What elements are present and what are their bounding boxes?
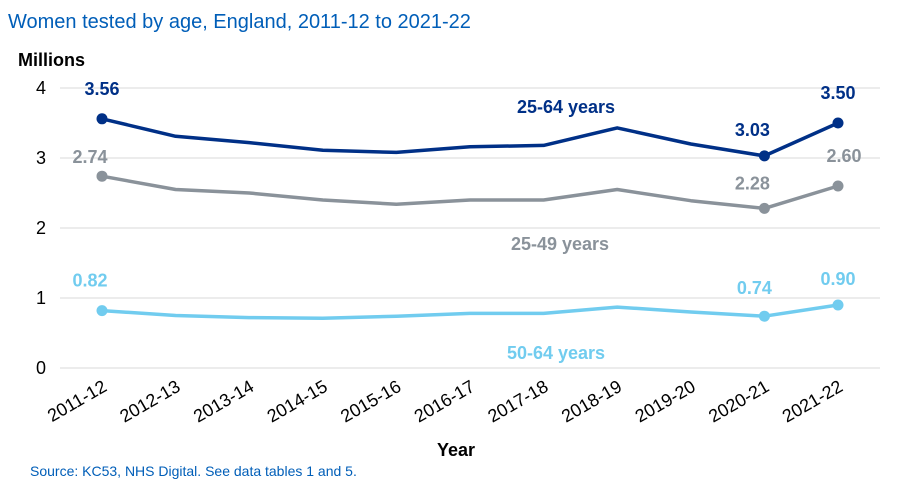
- y-tick-label: 3: [36, 148, 46, 168]
- series-lines: 3.56 3.03 3.50 25-64 years 2.74 2.28 2.60 25-49…: [72, 79, 861, 363]
- x-tick-label: 2018-19: [558, 376, 625, 426]
- data-point-marker: [96, 113, 108, 125]
- x-tick-label: 2020-21: [705, 376, 772, 426]
- x-tick-label: 2016-17: [411, 376, 478, 426]
- data-label: 2.60: [826, 146, 861, 166]
- data-point-marker: [832, 180, 844, 192]
- x-axis-label: Year: [437, 440, 475, 460]
- data-label: 3.50: [820, 83, 855, 103]
- data-point-marker: [758, 202, 770, 214]
- x-tick-label: 2019-20: [632, 376, 699, 426]
- chart-title: Women tested by age, England, 2011-12 to…: [8, 11, 471, 33]
- series-name-label: 25-49 years: [511, 234, 609, 254]
- x-tick-label: 2021-22: [779, 376, 846, 426]
- data-label: 0.90: [820, 269, 855, 289]
- data-point-marker: [96, 305, 108, 317]
- x-tick-label: 2012-13: [116, 376, 183, 426]
- data-label: 3.03: [735, 120, 770, 140]
- data-point-marker: [758, 310, 770, 322]
- series-line-50-64 years: [101, 303, 839, 321]
- x-tick-label: 2013-14: [190, 376, 257, 426]
- y-tick-label: 2: [36, 218, 46, 238]
- data-point-marker: [832, 117, 844, 129]
- series-line-25-64 years: [101, 117, 839, 158]
- y-axis-label: Millions: [18, 50, 85, 70]
- data-label: 2.74: [72, 147, 107, 167]
- gridlines: [60, 87, 880, 369]
- y-axis-ticks: 0 1 2 3 4: [36, 78, 46, 378]
- series-name-label: 50-64 years: [507, 343, 605, 363]
- y-tick-label: 1: [36, 288, 46, 308]
- x-tick-label: 2015-16: [337, 376, 404, 426]
- data-point-marker: [758, 150, 770, 162]
- data-point-marker: [832, 299, 844, 311]
- series-line-25-49 years: [101, 174, 839, 211]
- x-axis-ticks: 2011-12 2012-13 2013-14 2014-15 2015-16 2016-…: [44, 376, 846, 426]
- data-point-marker: [96, 170, 108, 182]
- y-tick-label: 0: [36, 358, 46, 378]
- y-tick-label: 4: [36, 78, 46, 98]
- data-label: 0.74: [737, 278, 772, 298]
- x-tick-label: 2014-15: [264, 376, 331, 426]
- x-tick-label: 2011-12: [44, 376, 110, 426]
- series-name-label: 25-64 years: [517, 97, 615, 117]
- data-label: 3.56: [84, 79, 119, 99]
- data-label: 2.28: [735, 173, 770, 193]
- x-tick-label: 2017-18: [484, 376, 551, 426]
- data-label: 0.82: [72, 271, 107, 291]
- source-note: Source: KC53, NHS Digital. See data tabl…: [30, 463, 357, 479]
